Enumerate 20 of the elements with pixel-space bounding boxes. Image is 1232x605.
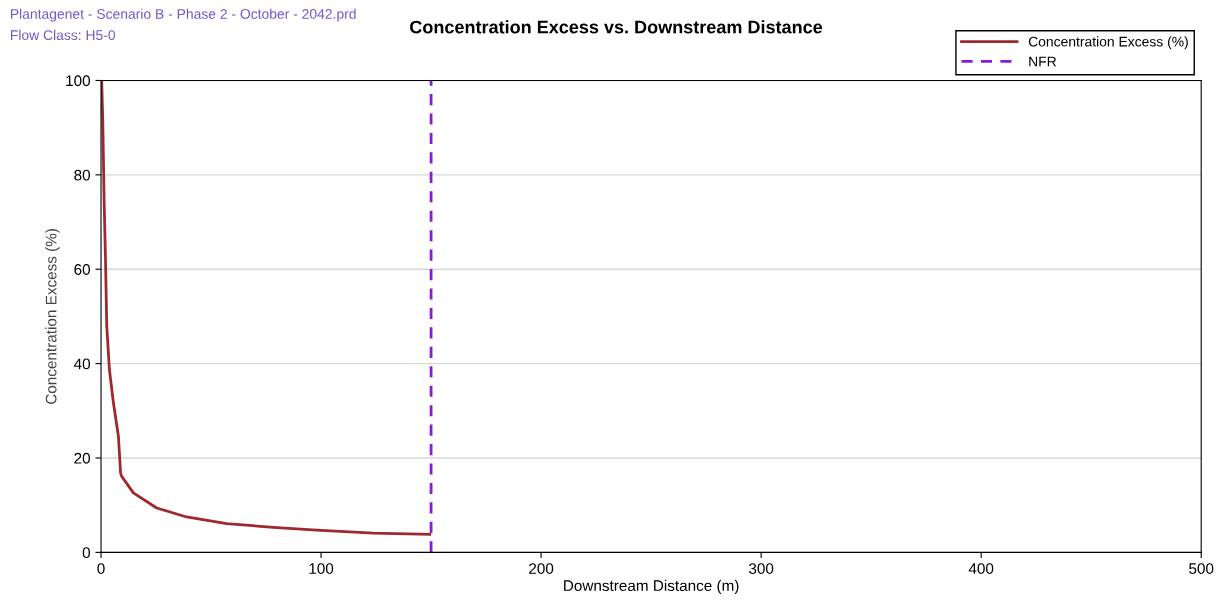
y-axis-title: Concentration Excess (%)	[45, 229, 60, 404]
line-series	[101, 80, 432, 536]
y-tick-label: 60	[74, 264, 91, 275]
x-axis-title: Downstream Distance (m)	[564, 579, 739, 595]
text: Flow Class: H5-0	[11, 29, 116, 41]
legend-label: NFR	[1029, 56, 1057, 67]
y-tick-label: 80	[74, 169, 91, 181]
x-tick-label: 300	[748, 563, 774, 574]
y-tick-label: 0	[82, 547, 91, 559]
legend-label: Concentration Excess (%)	[1028, 36, 1188, 50]
x-tick-label: 100	[309, 563, 334, 574]
y-tick-label: 20	[74, 452, 91, 464]
y-tick-label: 100	[66, 75, 91, 87]
x-tick-label: 200	[529, 563, 554, 574]
x-tick-label: 400	[968, 563, 994, 574]
chart-title: Concentration Excess vs. Downstream Distance	[410, 20, 823, 34]
y-tick-label: 40	[73, 358, 91, 370]
chart-subtitle: Plantagenet - Scenario B - Phase 2 - October - 2042.prd	[11, 8, 356, 22]
x-tick-label: 0	[97, 563, 105, 574]
x-tick-label: 500	[1189, 563, 1214, 574]
